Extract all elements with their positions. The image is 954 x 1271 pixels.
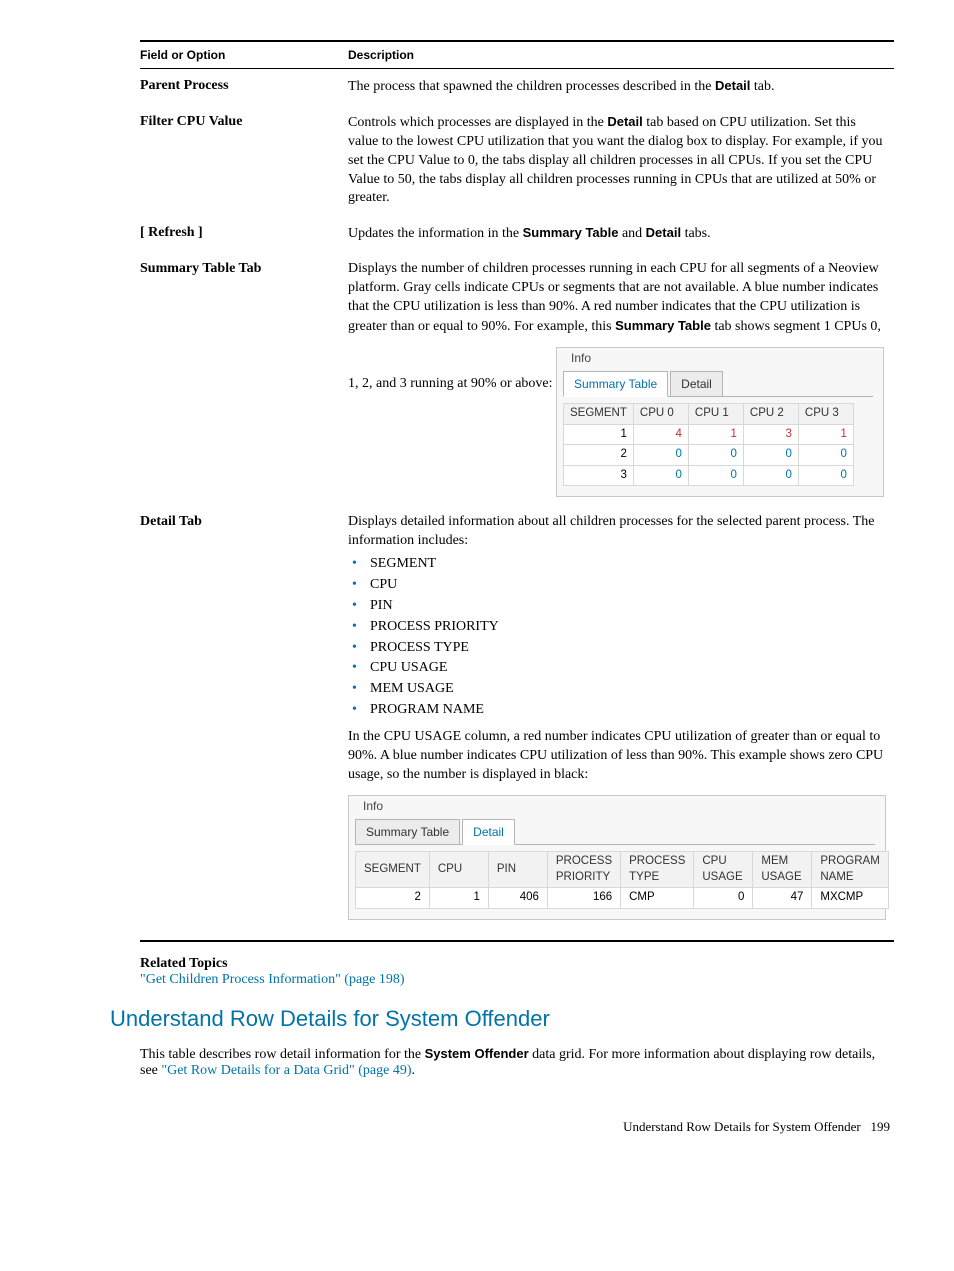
tabs: Summary Table Detail: [563, 370, 873, 397]
tab-summary[interactable]: Summary Table: [563, 371, 668, 397]
info-legend: Info: [567, 351, 595, 365]
related-topics-heading: Related Topics: [140, 956, 894, 972]
info-detail-box: Info Summary Table Detail SEGMENT CPU PI…: [348, 795, 886, 920]
section-heading: Understand Row Details for System Offend…: [110, 1006, 894, 1032]
grid-header: CPU 2: [743, 404, 798, 425]
grid-header: CPU USAGE: [694, 852, 753, 888]
section-link[interactable]: "Get Row Details for a Data Grid" (page …: [161, 1063, 411, 1078]
grid-row: 2 1 406 166 CMP 0 47 MXCMP: [356, 888, 889, 909]
bullet-item: PIN: [366, 597, 886, 616]
bullet-item: SEGMENT: [366, 555, 886, 574]
grid-header: PROCESS TYPE: [621, 852, 694, 888]
grid-row: 1 4 1 3 1: [564, 424, 854, 445]
field-desc: Displays the number of children processe…: [348, 252, 894, 505]
field-label: [ Refresh ]: [140, 216, 348, 252]
row-filter-cpu: Filter CPU Value Controls which processe…: [140, 105, 894, 216]
grid-header: CPU 3: [798, 404, 853, 425]
grid-row: 2 0 0 0 0: [564, 445, 854, 466]
bullet-item: PROCESS TYPE: [366, 639, 886, 658]
bullet-item: CPU USAGE: [366, 659, 886, 678]
row-detail-tab: Detail Tab Displays detailed information…: [140, 505, 894, 941]
row-refresh: [ Refresh ] Updates the information in t…: [140, 216, 894, 252]
field-label: Summary Table Tab: [140, 252, 348, 505]
info-legend: Info: [359, 799, 387, 813]
grid-header: PROGRAM NAME: [812, 852, 888, 888]
tab-detail[interactable]: Detail: [670, 371, 723, 396]
row-summary-table-tab: Summary Table Tab Displays the number of…: [140, 252, 894, 505]
tabs: Summary Table Detail: [355, 818, 875, 845]
tab-detail[interactable]: Detail: [462, 819, 515, 845]
grid-header: CPU: [429, 852, 488, 888]
info-summary-box: Info Summary Table Detail SEGMENT CPU 0 …: [556, 347, 884, 497]
bullet-item: PROGRAM NAME: [366, 701, 886, 720]
field-option-table: Field or Option Description Parent Proce…: [140, 40, 894, 942]
summary-grid: SEGMENT CPU 0 CPU 1 CPU 2 CPU 3 1 4 1 3: [563, 403, 854, 486]
field-desc: Controls which processes are displayed i…: [348, 105, 894, 216]
col-header-desc: Description: [348, 41, 894, 69]
grid-header: MEM USAGE: [753, 852, 812, 888]
tab-summary[interactable]: Summary Table: [355, 819, 460, 844]
bullet-item: MEM USAGE: [366, 680, 886, 699]
grid-header: CPU 0: [633, 404, 688, 425]
field-label: Detail Tab: [140, 505, 348, 941]
field-label: Parent Process: [140, 69, 348, 105]
detail-grid: SEGMENT CPU PIN PROCESS PRIORITY PROCESS…: [355, 851, 889, 909]
grid-header: CPU 1: [688, 404, 743, 425]
col-header-field: Field or Option: [140, 41, 348, 69]
field-label: Filter CPU Value: [140, 105, 348, 216]
bullet-item: CPU: [366, 576, 886, 595]
grid-header: PIN: [488, 852, 547, 888]
page-footer: Understand Row Details for System Offend…: [140, 1119, 894, 1135]
grid-header: SEGMENT: [356, 852, 430, 888]
grid-header: SEGMENT: [564, 404, 634, 425]
grid-header: PROCESS PRIORITY: [547, 852, 620, 888]
row-parent-process: Parent Process The process that spawned …: [140, 69, 894, 105]
detail-bullets: SEGMENT CPU PIN PROCESS PRIORITY PROCESS…: [348, 555, 886, 720]
grid-row: 3 0 0 0 0: [564, 465, 854, 486]
field-desc: Displays detailed information about all …: [348, 505, 894, 941]
bullet-item: PROCESS PRIORITY: [366, 618, 886, 637]
field-desc: Updates the information in the Summary T…: [348, 216, 894, 252]
field-desc: The process that spawned the children pr…: [348, 69, 894, 105]
section-body: This table describes row detail informat…: [140, 1046, 894, 1079]
related-link[interactable]: "Get Children Process Information" (page…: [140, 972, 405, 987]
